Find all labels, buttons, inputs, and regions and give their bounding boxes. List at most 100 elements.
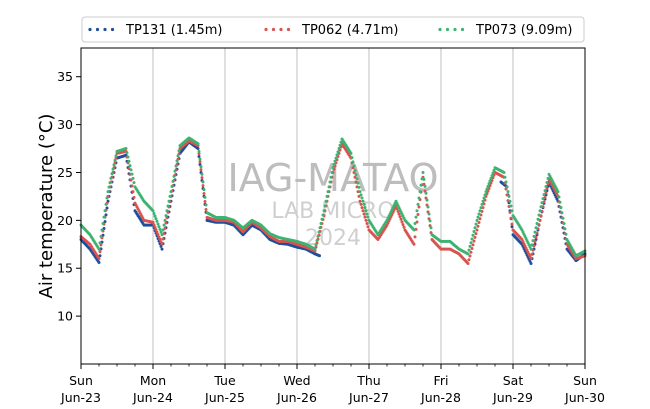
legend-marker (438, 27, 442, 32)
data-point (532, 234, 536, 238)
data-point (477, 212, 481, 216)
data-point (529, 261, 533, 265)
x-tick-label-day: Sun (69, 373, 93, 388)
data-point (426, 205, 430, 209)
data-point (155, 230, 159, 234)
y-tick-label: 25 (57, 165, 73, 180)
x-tick-label-date: Jun-27 (348, 390, 389, 405)
data-point (400, 220, 404, 224)
data-point (360, 206, 364, 210)
data-point (338, 143, 342, 147)
data-point (506, 190, 510, 194)
data-point (108, 181, 112, 185)
data-point (423, 184, 427, 188)
data-point (365, 222, 369, 226)
data-point (487, 182, 491, 186)
data-point (562, 222, 566, 226)
x-tick-label-day: Mon (140, 373, 166, 388)
watermark-line-2: LAB MICRO (271, 199, 394, 224)
data-point (153, 214, 157, 218)
data-point (468, 244, 472, 248)
data-point (110, 172, 114, 176)
data-point (561, 216, 565, 220)
data-point (99, 234, 103, 238)
x-tick-label-day: Tue (213, 373, 236, 388)
data-point (492, 168, 496, 172)
data-point (333, 159, 337, 163)
data-point (510, 222, 514, 226)
data-point (129, 168, 133, 172)
data-point (534, 226, 538, 230)
data-point (313, 247, 317, 251)
data-point (131, 176, 135, 180)
legend-marker (110, 27, 115, 32)
data-point (105, 196, 109, 200)
y-tick-label: 15 (57, 261, 73, 276)
data-point (475, 218, 479, 222)
data-point (154, 228, 158, 232)
legend-entry-3: TP073 (9.09m) (438, 23, 572, 38)
data-point (100, 228, 104, 232)
data-point (489, 176, 493, 180)
data-point (467, 248, 471, 252)
data-point (417, 205, 421, 209)
data-point (399, 217, 403, 221)
data-point (130, 172, 134, 176)
data-point (475, 228, 479, 232)
data-point (416, 213, 420, 217)
data-point (326, 190, 330, 194)
data-point (396, 209, 400, 213)
data-point (354, 173, 358, 177)
data-point (473, 226, 477, 230)
data-point (196, 142, 200, 146)
data-point (413, 235, 417, 239)
data-point (414, 215, 418, 219)
data-point (530, 252, 534, 256)
data-point (508, 210, 512, 214)
data-point (361, 199, 365, 203)
legend-marker (95, 27, 100, 32)
data-point (361, 209, 365, 213)
data-point (174, 164, 178, 168)
data-point (466, 261, 470, 265)
data-point (197, 149, 201, 153)
data-point (366, 225, 370, 229)
data-point (103, 220, 107, 224)
x-tick-label-day: Thu (356, 373, 380, 388)
data-point (337, 147, 341, 151)
data-point (472, 230, 476, 234)
data-point (167, 199, 171, 203)
data-point (418, 190, 422, 194)
data-point (114, 156, 118, 160)
data-point (413, 222, 417, 226)
data-point (504, 180, 508, 184)
data-point (480, 202, 484, 206)
y-tick-label: 30 (57, 117, 73, 132)
data-point (124, 147, 128, 151)
data-point (507, 194, 511, 198)
data-point (356, 181, 360, 185)
data-point (469, 250, 473, 254)
data-point (539, 205, 543, 209)
data-point (324, 199, 328, 203)
data-point (360, 196, 364, 200)
data-point (160, 242, 164, 246)
y-tick-label: 10 (57, 309, 73, 324)
data-point (154, 217, 158, 221)
y-tick-label: 20 (57, 213, 73, 228)
data-point (170, 185, 174, 189)
data-point (558, 200, 562, 204)
data-point (156, 222, 160, 226)
data-point (485, 187, 489, 191)
legend-label: TP131 (1.45m) (125, 23, 222, 38)
data-point (362, 202, 366, 206)
data-point (483, 193, 487, 197)
data-point (104, 213, 108, 217)
data-point (97, 247, 101, 251)
data-point (158, 227, 162, 231)
data-point (416, 202, 420, 206)
data-point (321, 213, 325, 217)
data-point (319, 222, 323, 226)
x-tick-label-date: Jun-28 (420, 390, 461, 405)
data-point (477, 220, 481, 224)
